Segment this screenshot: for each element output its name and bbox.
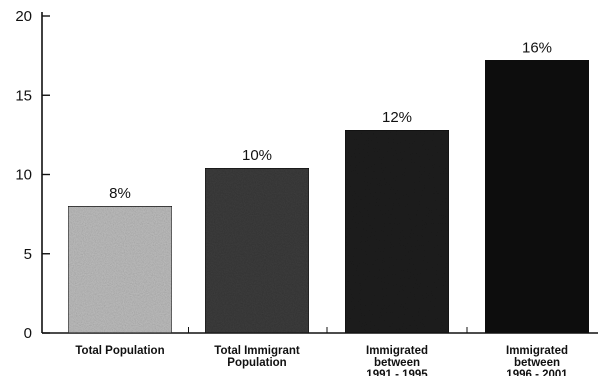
x-category-label: between <box>514 357 560 369</box>
y-tick-label: 5 <box>24 246 32 263</box>
y-tick-label: 10 <box>15 167 32 184</box>
x-category-label: Total Immigrant <box>214 345 300 357</box>
bar-value-label: 10% <box>242 147 272 164</box>
bars <box>67 59 590 334</box>
bar <box>344 129 450 334</box>
y-tick-label: 0 <box>24 325 32 342</box>
x-category-label: Population <box>227 357 286 369</box>
bar-value-label: 12% <box>382 109 412 126</box>
y-tick-label: 15 <box>15 87 32 104</box>
y-tick-label: 20 <box>15 8 32 25</box>
bar-value-label: 16% <box>522 39 552 56</box>
x-category-label: Total Population <box>75 345 164 357</box>
bar <box>484 59 590 334</box>
bar <box>204 167 310 334</box>
bar <box>67 205 173 334</box>
x-category-label: 1996 - 2001 <box>506 369 568 376</box>
x-category-label: Immigrated <box>506 345 568 357</box>
x-category-label: 1991 - 1995 <box>366 369 428 376</box>
bar-value-label: 8% <box>109 185 131 202</box>
x-category-label: between <box>374 357 420 369</box>
x-category-label: Immigrated <box>366 345 428 357</box>
